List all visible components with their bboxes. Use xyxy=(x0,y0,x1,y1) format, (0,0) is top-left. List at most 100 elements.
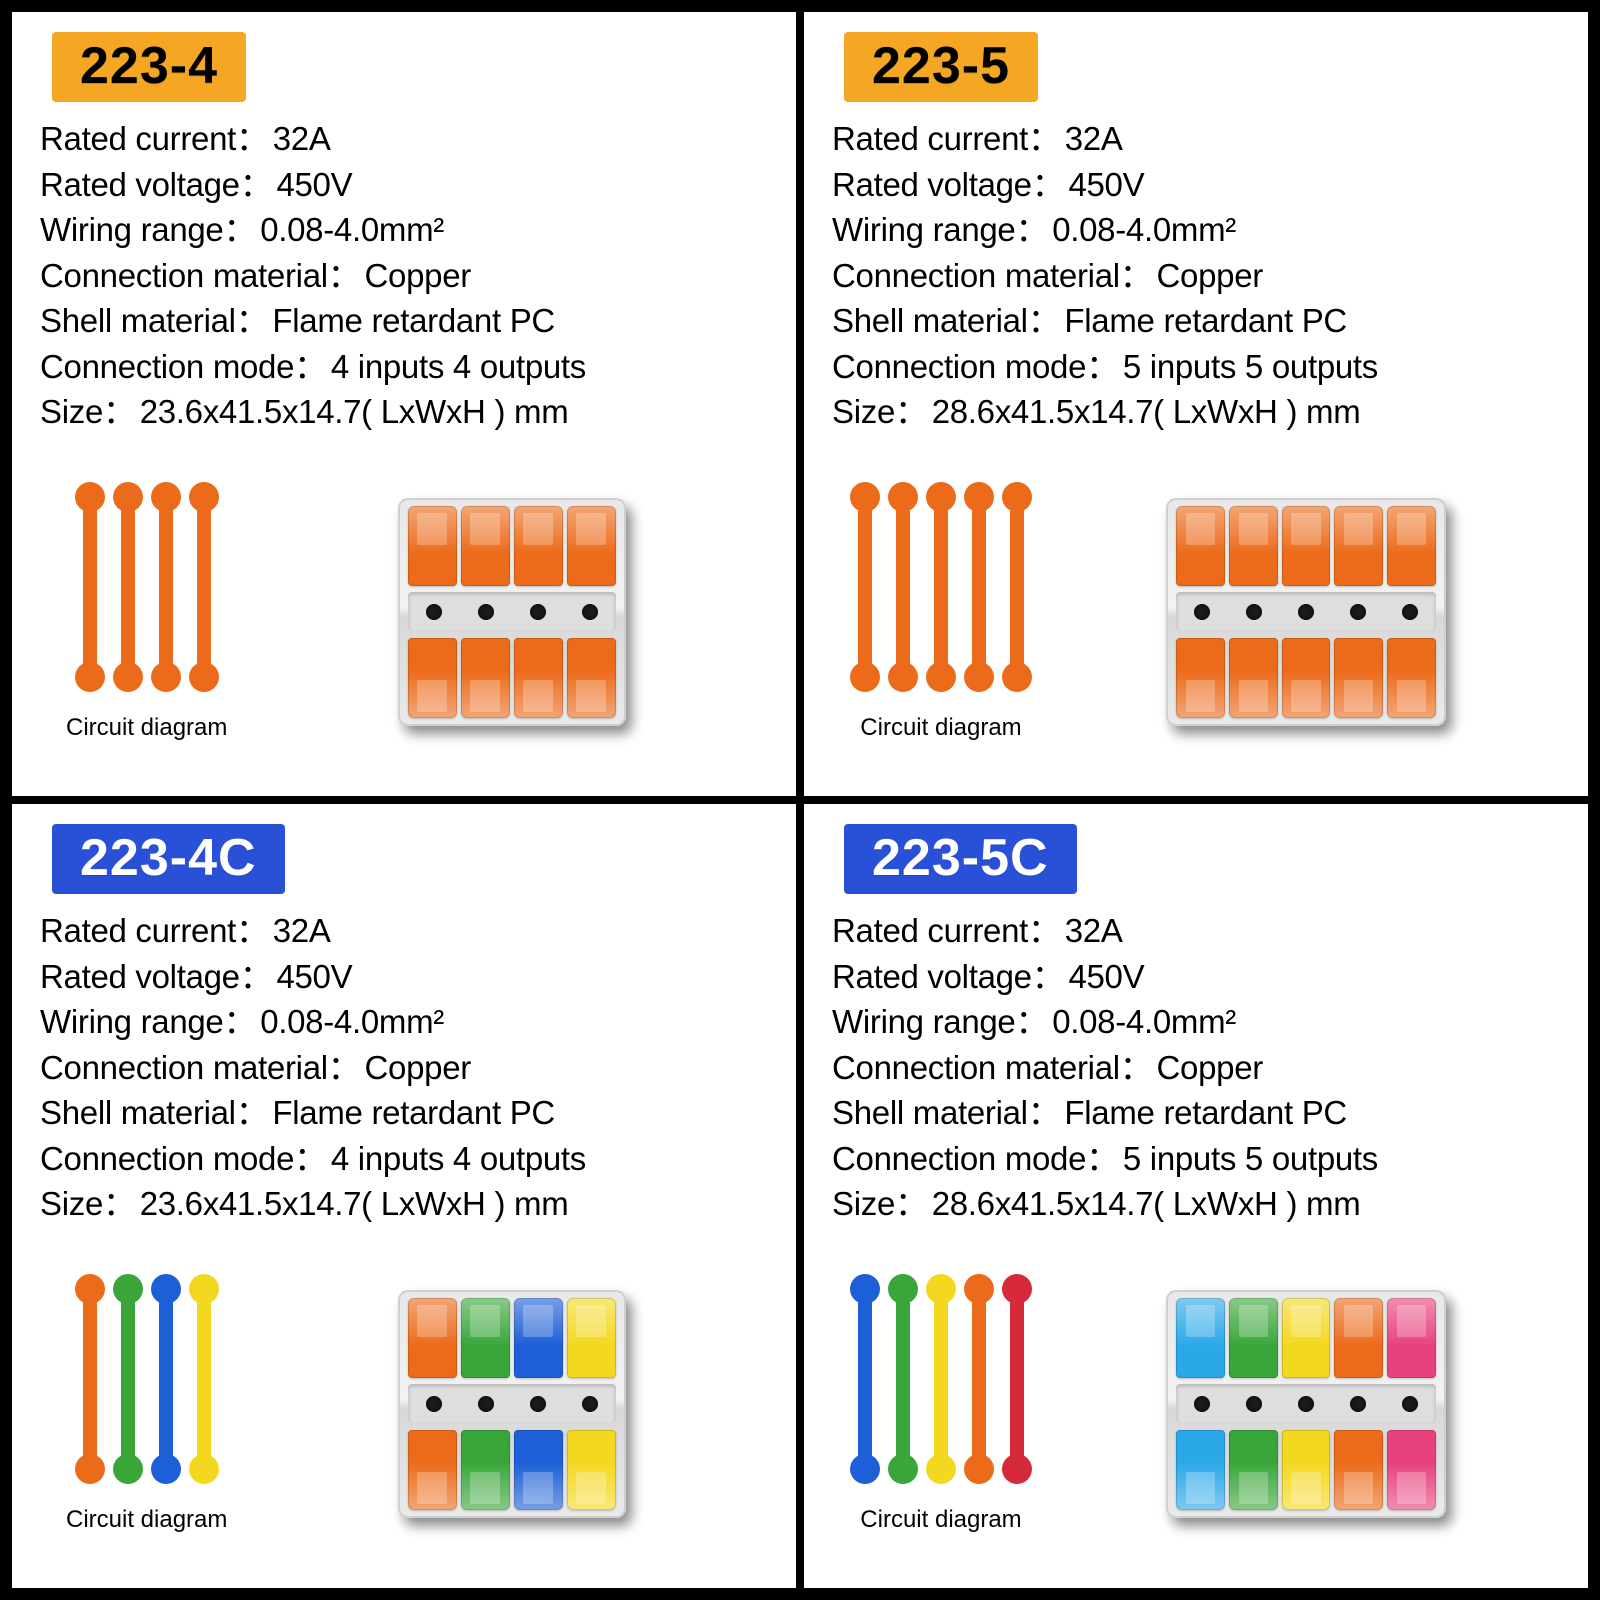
diagram-stick xyxy=(159,1284,173,1474)
port-hole xyxy=(530,1396,546,1412)
lever-top xyxy=(514,506,563,586)
diagram-stick xyxy=(934,492,948,682)
port-hole xyxy=(582,1396,598,1412)
spec-value: 32A xyxy=(269,912,331,949)
port-hole xyxy=(1194,1396,1210,1412)
spec-value: Flame retardant PC xyxy=(1060,1094,1347,1131)
spec-list: Rated current32ARated voltage450VWiring … xyxy=(832,908,1564,1227)
connector-midbar xyxy=(408,592,616,632)
spec-row: Connection mode4 inputs 4 outputs xyxy=(40,344,772,390)
lever-row-top xyxy=(1176,1298,1436,1378)
lever-bottom xyxy=(1176,638,1225,718)
model-badge: 223-4 xyxy=(52,32,246,102)
spec-row: Connection mode5 inputs 5 outputs xyxy=(832,344,1564,390)
spec-value: 450V xyxy=(1064,958,1144,995)
connector-illustration xyxy=(251,498,772,726)
spec-value: 0.08-4.0mm² xyxy=(1048,211,1236,248)
spec-value: 32A xyxy=(269,120,331,157)
lever-row-bottom xyxy=(408,638,616,718)
lever-bottom xyxy=(1334,638,1383,718)
lever-row-bottom xyxy=(1176,638,1436,718)
connector-illustration xyxy=(1048,1290,1564,1518)
spec-label: Rated voltage xyxy=(40,958,272,995)
lever-row-bottom xyxy=(408,1430,616,1510)
diagram-stick xyxy=(121,492,135,682)
lever-bottom xyxy=(1334,1430,1383,1510)
lever-bottom xyxy=(1387,638,1436,718)
spec-value: 23.6x41.5x14.7( LxWxH ) mm xyxy=(136,1185,569,1222)
circuit-diagram-wrap: Circuit diagram xyxy=(858,1274,1024,1534)
lever-top xyxy=(408,1298,457,1378)
circuit-diagram-wrap: Circuit diagram xyxy=(66,1274,227,1534)
diagram-stick xyxy=(1010,492,1024,682)
spec-row: Rated current32A xyxy=(40,116,772,162)
lever-top xyxy=(1334,506,1383,586)
port-hole xyxy=(1298,1396,1314,1412)
lever-bottom xyxy=(514,638,563,718)
spec-label: Connection mode xyxy=(832,1140,1119,1177)
spec-value: 0.08-4.0mm² xyxy=(1048,1003,1236,1040)
port-hole xyxy=(1402,604,1418,620)
lever-bottom xyxy=(567,1430,616,1510)
spec-row: Size28.6x41.5x14.7( LxWxH ) mm xyxy=(832,389,1564,435)
lever-top xyxy=(1229,1298,1278,1378)
spec-label: Connection material xyxy=(832,257,1153,294)
spec-label: Rated voltage xyxy=(832,166,1064,203)
circuit-diagram-wrap: Circuit diagram xyxy=(66,482,227,742)
lever-row-top xyxy=(1176,506,1436,586)
lever-top xyxy=(1282,1298,1331,1378)
lever-top xyxy=(1282,506,1331,586)
port-hole xyxy=(530,604,546,620)
port-hole xyxy=(1246,1396,1262,1412)
lever-bottom xyxy=(514,1430,563,1510)
spec-value: 28.6x41.5x14.7( LxWxH ) mm xyxy=(928,1185,1361,1222)
spec-value: 450V xyxy=(272,958,352,995)
spec-value: 5 inputs 5 outputs xyxy=(1119,348,1378,385)
spec-label: Wiring range xyxy=(40,1003,256,1040)
product-cell: 223-4Rated current32ARated voltage450VWi… xyxy=(8,8,800,800)
lever-top xyxy=(567,506,616,586)
lever-bottom xyxy=(461,638,510,718)
spec-label: Rated current xyxy=(40,120,269,157)
spec-value: Flame retardant PC xyxy=(268,302,555,339)
diagram-stick xyxy=(972,492,986,682)
circuit-diagram xyxy=(83,482,211,692)
diagram-caption: Circuit diagram xyxy=(66,714,227,742)
lever-bottom xyxy=(1387,1430,1436,1510)
model-badge: 223-5C xyxy=(844,824,1077,894)
diagram-stick xyxy=(159,492,173,682)
product-cell: 223-4CRated current32ARated voltage450VW… xyxy=(8,800,800,1592)
spec-value: 450V xyxy=(272,166,352,203)
spec-value: Copper xyxy=(1153,1049,1263,1086)
spec-row: Shell materialFlame retardant PC xyxy=(40,298,772,344)
spec-row: Wiring range0.08-4.0mm² xyxy=(832,999,1564,1045)
lever-bottom xyxy=(408,638,457,718)
spec-value: 4 inputs 4 outputs xyxy=(327,348,586,385)
spec-label: Rated current xyxy=(40,912,269,949)
spec-list: Rated current32A Rated voltage450V Wiring … xyxy=(40,908,772,1227)
spec-row: Rated current32A xyxy=(40,908,772,954)
diagram-stick xyxy=(83,492,97,682)
spec-row: Rated current32A xyxy=(832,908,1564,954)
spec-row: Wiring range0.08-4.0mm² xyxy=(40,999,772,1045)
spec-value: 23.6x41.5x14.7( LxWxH ) mm xyxy=(136,393,569,430)
port-hole xyxy=(1350,1396,1366,1412)
spec-row: Wiring range0.08-4.0mm² xyxy=(832,207,1564,253)
spec-row: Connection mode4 inputs 4 outputs xyxy=(40,1136,772,1182)
illustration-row: Circuit diagram xyxy=(36,1237,772,1572)
lever-top xyxy=(1387,506,1436,586)
diagram-stick xyxy=(858,492,872,682)
lever-bottom xyxy=(1229,638,1278,718)
spec-value: Flame retardant PC xyxy=(268,1094,555,1131)
diagram-caption: Circuit diagram xyxy=(860,1506,1021,1534)
spec-label: Size xyxy=(832,1185,928,1222)
port-hole xyxy=(1194,604,1210,620)
spec-label: Shell material xyxy=(832,302,1060,339)
spec-value: Copper xyxy=(361,257,471,294)
lever-bottom xyxy=(461,1430,510,1510)
spec-row: Connection materialCopper xyxy=(40,253,772,299)
lever-top xyxy=(461,1298,510,1378)
spec-row: Shell materialFlame retardant PC xyxy=(40,1090,772,1136)
connector-body xyxy=(398,498,626,726)
port-hole xyxy=(478,604,494,620)
